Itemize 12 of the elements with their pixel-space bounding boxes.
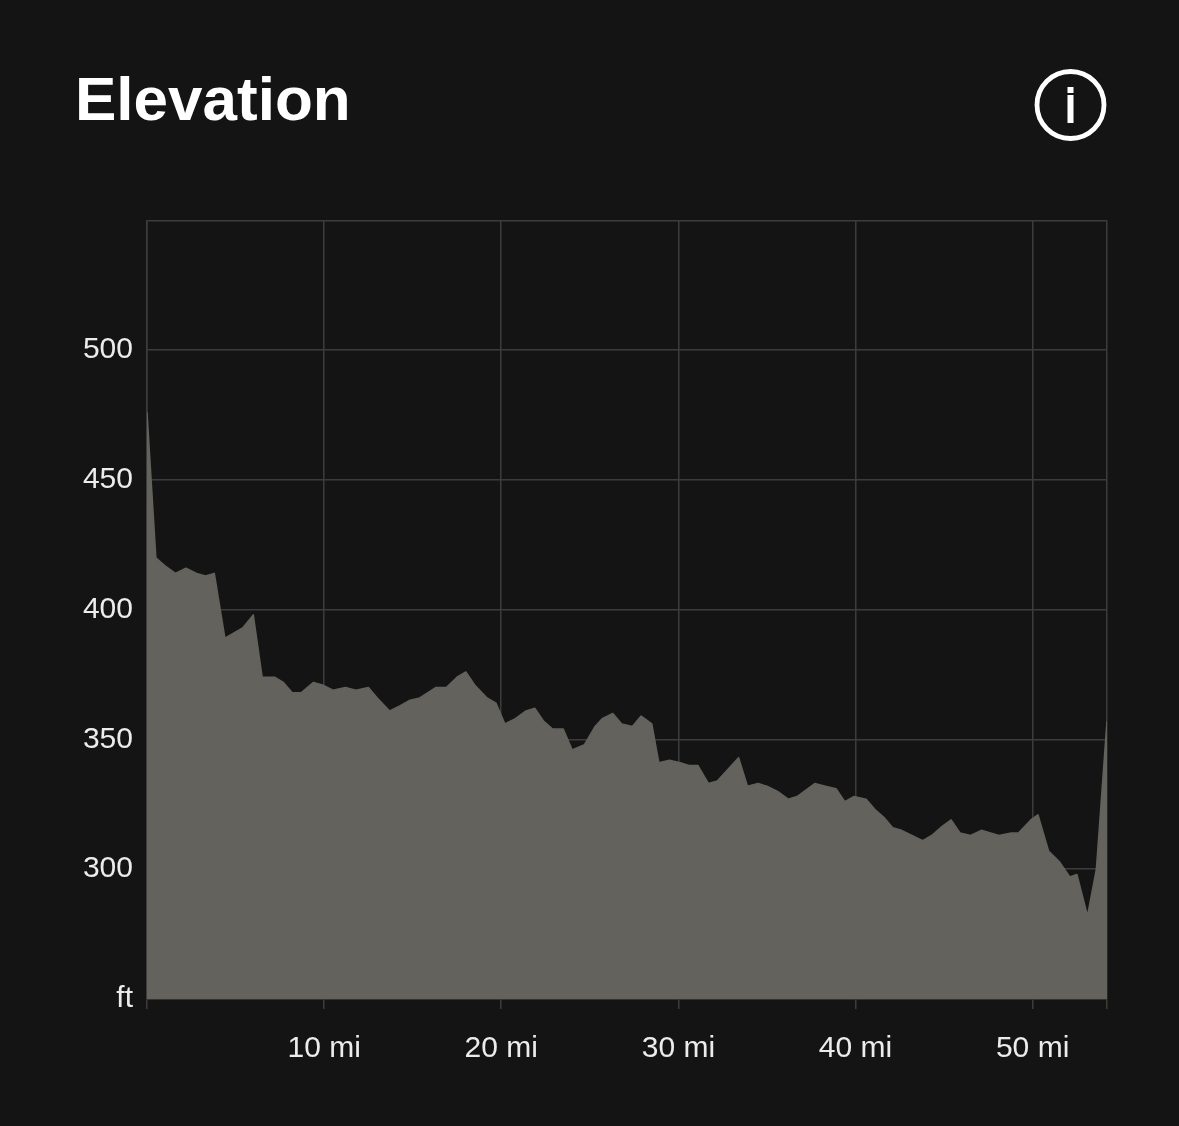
- x-tick-label: 50 mi: [995, 1030, 1070, 1064]
- y-tick-label: 500: [82, 331, 133, 365]
- x-tick-label: 20 mi: [464, 1030, 538, 1064]
- x-tick-label: 10 mi: [287, 1030, 361, 1064]
- y-tick-label: ft: [116, 980, 134, 1014]
- y-tick-label: 450: [82, 461, 133, 495]
- y-tick-label: 400: [82, 590, 133, 624]
- chart-title: Elevation: [75, 64, 351, 134]
- x-tick-label: 40 mi: [818, 1030, 893, 1064]
- y-tick-label: 300: [82, 850, 133, 884]
- y-tick-label: 350: [82, 720, 133, 754]
- x-tick-label: 30 mi: [641, 1030, 716, 1064]
